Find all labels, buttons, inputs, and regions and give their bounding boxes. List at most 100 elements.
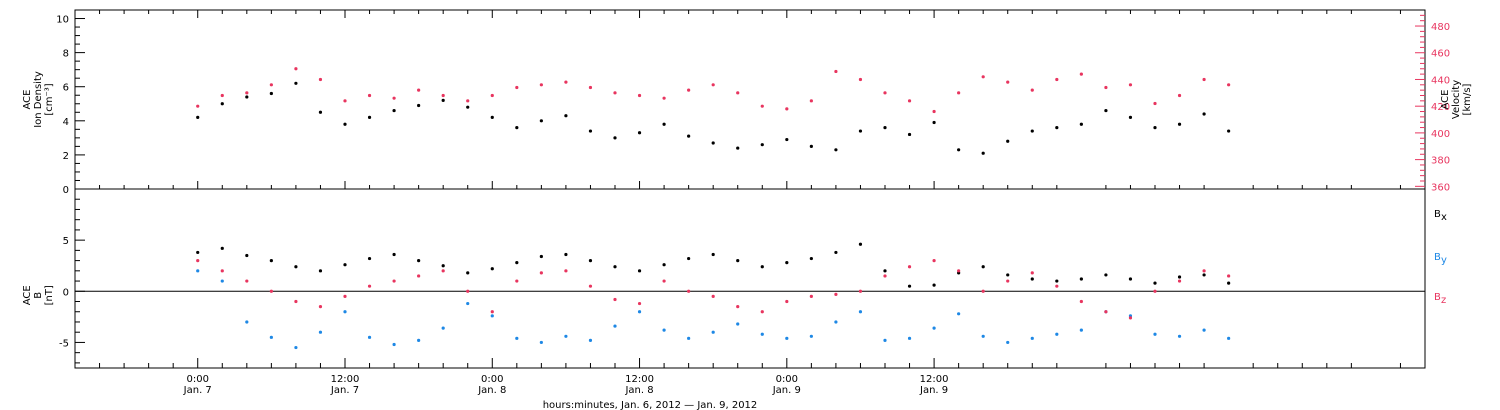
- bz-series-point: [294, 299, 298, 304]
- velocity-series-point: [834, 69, 838, 74]
- bz-series-point: [834, 292, 838, 296]
- density-series-point: [417, 103, 421, 108]
- bx-series-point: [588, 259, 593, 263]
- b-axis-label: ACE B [nT]: [22, 285, 55, 305]
- by-series-point: [834, 320, 838, 324]
- x-axis-title: hours:minutes, Jan. 6, 2012 — Jan. 9, 20…: [543, 400, 758, 410]
- by-series-point: [441, 326, 445, 330]
- density-series-point: [1177, 122, 1182, 126]
- legend-label: B: [1434, 292, 1441, 303]
- date-tick-label: Jan. 9: [772, 385, 801, 396]
- bz-series-point: [637, 301, 642, 306]
- bx-series-point: [1128, 277, 1133, 281]
- by-series-point: [318, 330, 323, 334]
- date-tick-label: Jan. 9: [919, 385, 948, 396]
- bx-series-point: [245, 253, 249, 258]
- bx-series-point: [1177, 275, 1182, 279]
- velocity-tick-label: 480: [1431, 22, 1450, 33]
- density-series: [196, 81, 1231, 155]
- bz-series-point: [981, 289, 985, 293]
- bx-series-point: [392, 252, 396, 257]
- density-series-point: [883, 126, 887, 130]
- by-series-point: [760, 332, 764, 336]
- bz-series-point: [736, 305, 740, 309]
- velocity-series-point: [269, 83, 273, 87]
- bx-series-point: [687, 256, 691, 261]
- by-series-point: [981, 334, 985, 338]
- bz-series-point: [907, 265, 912, 269]
- bx-series-point: [318, 269, 323, 273]
- velocity-series-point: [760, 104, 764, 108]
- legend-label: B: [1434, 209, 1441, 220]
- velocity-series-point: [466, 99, 470, 103]
- density-series-point: [957, 148, 961, 152]
- b-axis-label-line: B: [33, 292, 44, 299]
- by-series-point: [515, 336, 519, 340]
- by-series-point: [932, 326, 936, 330]
- by-series-point: [1177, 334, 1182, 338]
- by-series-point: [1006, 340, 1010, 345]
- bx-series-point: [1006, 273, 1010, 277]
- density-tick-label: 6: [63, 83, 69, 94]
- by-series-point: [220, 279, 224, 283]
- by-series-point: [858, 310, 863, 314]
- by-series-point: [1227, 336, 1231, 340]
- density-series-point: [662, 122, 666, 126]
- density-series-point: [1006, 139, 1010, 143]
- b-tick-label: 5: [63, 236, 69, 247]
- by-series-point: [785, 336, 789, 340]
- bz-series-point: [613, 297, 617, 302]
- velocity-series-point: [1128, 83, 1133, 87]
- bz-series-point: [220, 269, 224, 273]
- velocity-tick-label: 380: [1431, 156, 1450, 167]
- velocity-series-point: [907, 99, 912, 103]
- bz-series-point: [809, 294, 813, 298]
- date-tick-label: Jan. 8: [477, 385, 506, 396]
- bx-series-point: [834, 250, 838, 255]
- bz-series: [196, 259, 1231, 320]
- density-axis-label-line: Ion Density: [33, 71, 44, 128]
- bz-series-point: [711, 294, 715, 298]
- legend-subscript: y: [1441, 255, 1447, 266]
- bz-series-point: [1227, 274, 1231, 278]
- by-series-point: [662, 328, 666, 332]
- bz-series-point: [441, 269, 445, 273]
- bx-series-point: [883, 269, 887, 273]
- density-series-point: [466, 105, 470, 109]
- bz-series-point: [1104, 310, 1108, 314]
- bx-series-point: [196, 250, 200, 255]
- bx-series-point: [662, 263, 666, 267]
- legend-subscript: z: [1441, 295, 1446, 306]
- bx-series-point: [1202, 273, 1206, 277]
- density-series-point: [490, 115, 494, 119]
- bx-series-point: [932, 283, 936, 287]
- density-tick-label: 10: [56, 15, 69, 26]
- bx-series-point: [1055, 279, 1059, 283]
- by-series-point: [245, 320, 249, 324]
- time-tick-label: 12:00: [920, 374, 949, 385]
- velocity-series-point: [1177, 93, 1182, 98]
- velocity-series-point: [515, 85, 519, 90]
- density-series-point: [515, 126, 519, 130]
- velocity-series-point: [367, 93, 372, 98]
- by-series-point: [588, 338, 593, 342]
- density-axis-label: ACE Ion Density [cm⁻³]: [22, 71, 55, 128]
- velocity-series-point: [1153, 101, 1157, 106]
- velocity-axis-label: ACE Velocity [km/s]: [1440, 80, 1473, 119]
- bz-series-point: [662, 279, 666, 283]
- density-series-point: [785, 137, 789, 142]
- density-series-point: [1128, 115, 1133, 119]
- density-tick-label: 8: [63, 49, 69, 60]
- density-series-point: [392, 108, 396, 113]
- velocity-series-point: [1104, 85, 1108, 90]
- density-series-point: [637, 131, 642, 135]
- velocity-series-point: [687, 88, 691, 92]
- date-tick-label: Jan. 8: [624, 385, 653, 396]
- density-series-point: [196, 115, 200, 119]
- density-series-point: [1055, 126, 1059, 130]
- bz-series-point: [932, 259, 936, 263]
- velocity-series-point: [1202, 77, 1206, 82]
- velocity-series-point: [711, 83, 715, 87]
- bx-series-point: [907, 284, 912, 288]
- bx-series-point: [981, 265, 985, 269]
